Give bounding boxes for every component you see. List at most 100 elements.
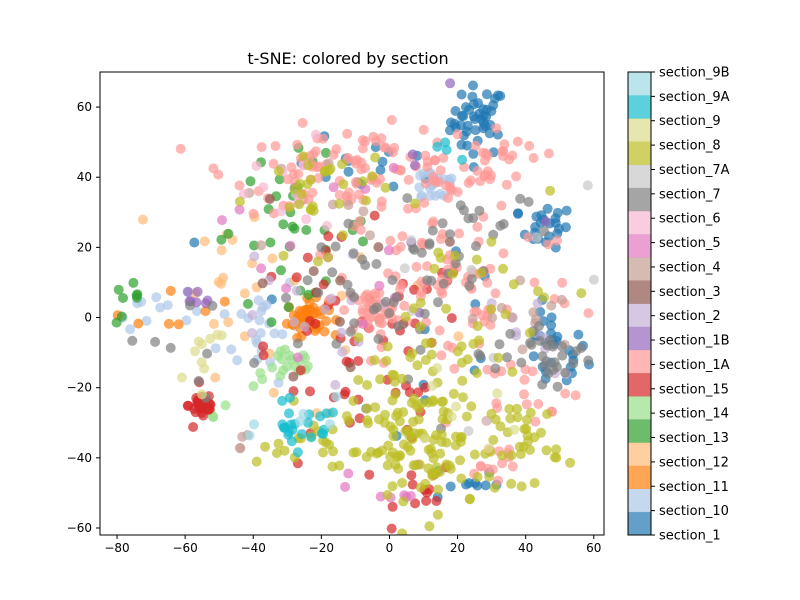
scatter-point — [534, 321, 544, 332]
scatter-point — [388, 181, 399, 192]
scatter-point — [467, 313, 478, 324]
scatter-point — [583, 308, 594, 319]
scatter-point — [463, 213, 474, 224]
scatter-point — [386, 115, 397, 125]
scatter-point — [539, 292, 549, 303]
scatter-point — [446, 411, 457, 422]
scatter-point — [340, 386, 351, 397]
scatter-point — [192, 286, 203, 297]
scatter-point — [260, 441, 271, 452]
colorbar-swatch — [628, 372, 651, 397]
scatter-points — [111, 78, 599, 535]
scatter-point — [501, 179, 512, 190]
scatter-point — [426, 448, 437, 459]
scatter-point — [508, 279, 519, 290]
scatter-point — [320, 304, 331, 315]
scatter-point — [336, 327, 347, 338]
scatter-point — [256, 263, 267, 274]
scatter-point — [219, 296, 230, 307]
scatter-point — [472, 166, 483, 176]
scatter-point — [457, 375, 468, 386]
colorbar-swatch — [628, 280, 651, 304]
scatter-point — [193, 376, 204, 386]
scatter-point — [296, 429, 307, 440]
scatter-point — [275, 346, 286, 357]
scatter-point — [512, 136, 523, 147]
scatter-point — [552, 207, 563, 218]
scatter-point — [345, 362, 356, 373]
scatter-point — [339, 305, 350, 316]
scatter-point — [308, 205, 319, 216]
x-tick-label: −80 — [104, 541, 129, 555]
scatter-point — [397, 373, 407, 384]
scatter-point — [450, 250, 460, 261]
colorbar-label: section_5 — [659, 236, 721, 251]
scatter-point — [446, 313, 457, 324]
scatter-point — [310, 129, 321, 140]
scatter-point — [557, 277, 568, 288]
scatter-point — [323, 165, 334, 176]
colorbar-swatch — [628, 326, 651, 351]
scatter-point — [285, 240, 296, 251]
scatter-point — [176, 372, 187, 383]
colorbar-label: section_7A — [659, 163, 730, 178]
scatter-point — [498, 263, 508, 274]
scatter-point — [208, 412, 219, 423]
scatter-point — [193, 336, 204, 347]
scatter-point — [276, 265, 286, 276]
scatter-point — [385, 235, 396, 246]
scatter-point — [310, 146, 321, 157]
scatter-point — [387, 447, 398, 458]
scatter-point — [444, 460, 455, 471]
scatter-point — [216, 278, 227, 289]
scatter-point — [492, 388, 503, 399]
scatter-point — [361, 452, 372, 462]
scatter-point — [557, 350, 568, 361]
scatter-point — [380, 296, 391, 307]
scatter-point — [341, 411, 352, 422]
scatter-point — [266, 317, 277, 328]
scatter-point — [471, 254, 482, 265]
scatter-point — [267, 253, 278, 264]
scatter-point — [540, 216, 551, 227]
scatter-point — [198, 410, 209, 421]
scatter-point — [301, 214, 312, 225]
x-tick-label: −40 — [241, 541, 266, 555]
scatter-point — [409, 284, 420, 295]
scatter-point — [226, 344, 237, 355]
colorbar-swatch — [628, 303, 651, 327]
scatter-point — [276, 206, 287, 217]
scatter-point — [560, 367, 571, 378]
scatter-point — [279, 422, 290, 433]
scatter-point — [431, 430, 441, 441]
scatter-point — [387, 481, 398, 492]
scatter-point — [491, 398, 502, 409]
y-tick-label: 40 — [77, 170, 92, 184]
scatter-point — [466, 264, 477, 275]
scatter-point — [450, 106, 461, 116]
scatter-point — [397, 231, 408, 242]
scatter-point — [331, 338, 342, 349]
scatter-point — [348, 248, 359, 259]
scatter-point — [461, 411, 472, 422]
colorbar-swatch — [628, 118, 651, 142]
scatter-point — [248, 381, 259, 392]
scatter-point — [208, 163, 219, 174]
scatter-point — [313, 256, 323, 267]
scatter-point — [472, 472, 483, 482]
scatter-point — [498, 248, 509, 259]
scatter-point — [524, 327, 535, 338]
scatter-point — [431, 468, 442, 479]
scatter-point — [330, 379, 341, 390]
scatter-point — [552, 381, 563, 392]
colorbar-swatch — [628, 257, 651, 281]
scatter-point — [334, 198, 345, 209]
scatter-point — [481, 111, 492, 122]
scatter-point — [534, 335, 545, 346]
scatter-point — [386, 523, 397, 534]
colorbar-swatch — [628, 396, 651, 420]
scatter-point — [432, 141, 443, 152]
scatter-point — [298, 151, 309, 162]
scatter-point — [504, 404, 515, 414]
